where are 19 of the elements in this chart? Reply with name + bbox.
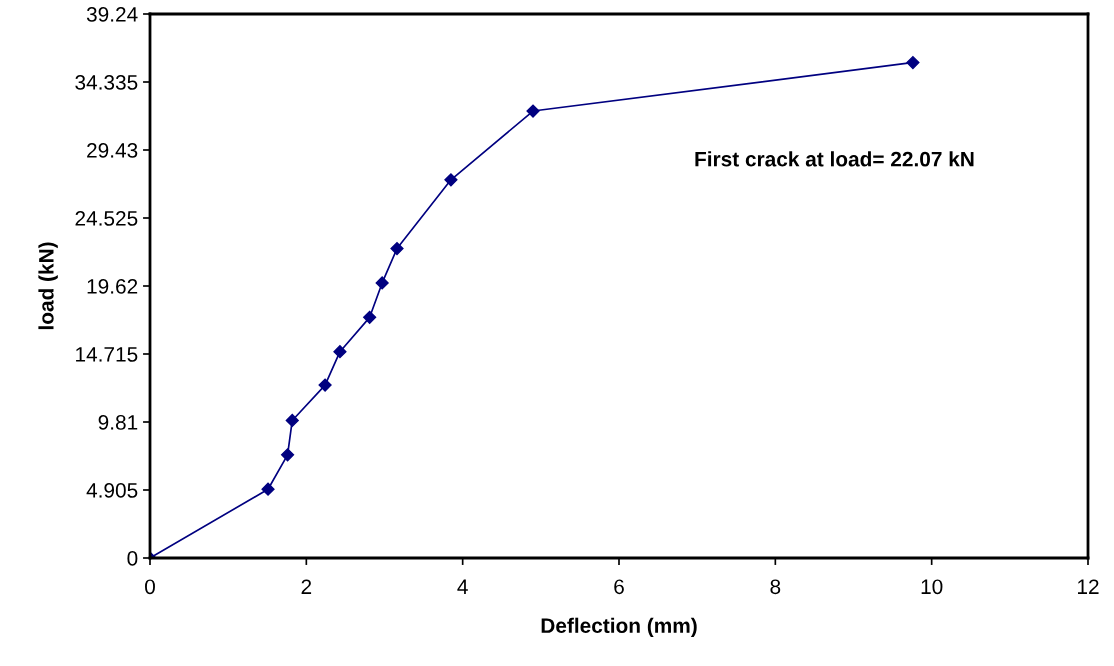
x-axis-title: Deflection (mm) <box>541 617 697 638</box>
y-tick-label: 14.715 <box>76 347 138 362</box>
y-tick-label: 0 <box>127 551 138 566</box>
x-tick-label: 10 <box>921 579 943 595</box>
annotation: First crack at load= 22.07 kN <box>695 151 974 167</box>
x-tick-label: 2 <box>301 579 312 594</box>
x-tick-label: 12 <box>1078 579 1099 594</box>
y-tick-label: 39.24 <box>86 7 138 22</box>
y-tick-label: 34.335 <box>75 75 138 90</box>
y-axis-title: load (kN) <box>38 242 58 330</box>
x-tick-label: 6 <box>614 579 624 595</box>
x-tick-label: 4 <box>457 579 468 594</box>
y-tick-label: 19.62 <box>87 279 138 294</box>
x-tick-label: 8 <box>770 579 781 595</box>
x-tick-label: 0 <box>145 579 155 595</box>
y-tick-label: 9.81 <box>98 415 138 430</box>
y-tick-label: 24.525 <box>75 211 138 226</box>
y-tick-label: 4.905 <box>86 483 138 498</box>
y-tick-label: 29.43 <box>87 143 138 158</box>
